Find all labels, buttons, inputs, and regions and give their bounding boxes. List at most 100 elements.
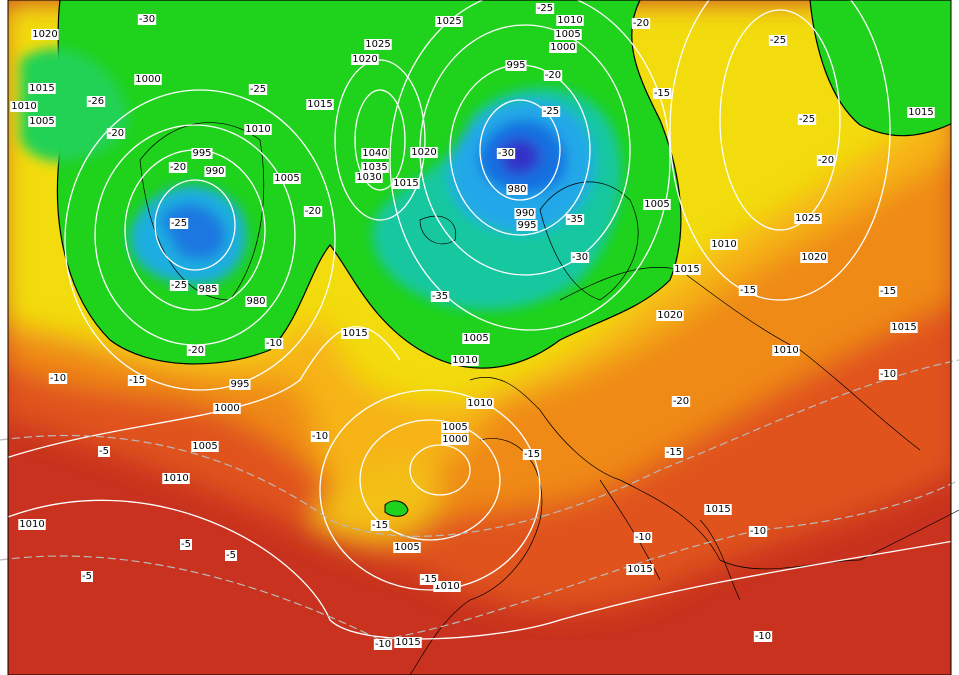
temperature-label: -30 <box>139 14 155 25</box>
temperature-label: -5 <box>226 550 236 561</box>
label-background <box>878 369 898 380</box>
label-background <box>31 29 59 40</box>
labels: 1020101510101005100099599098598010101005… <box>10 3 935 650</box>
label-background <box>570 252 590 263</box>
temperature-label: -25 <box>171 280 187 291</box>
label-background <box>797 114 817 125</box>
temperature-label: -10 <box>266 338 282 349</box>
isobar-label: 1000 <box>442 434 467 445</box>
isobar-label: 1040 <box>362 148 387 159</box>
label-background <box>514 208 536 219</box>
label-background <box>364 39 392 50</box>
temperature-label: -20 <box>305 206 321 217</box>
isobar-label: 1010 <box>163 473 188 484</box>
isobar-label: 1030 <box>356 172 381 183</box>
isobar-label: 1025 <box>436 16 461 27</box>
label-background <box>28 116 56 127</box>
isobar-label: 1010 <box>467 398 492 409</box>
temperature-label: -20 <box>545 70 561 81</box>
label-background <box>738 285 758 296</box>
isobar-label: 995 <box>230 379 249 390</box>
label-background <box>394 637 422 648</box>
label-background <box>535 3 555 14</box>
temperature-label: -10 <box>312 431 328 442</box>
isobar-label: 1015 <box>395 637 420 648</box>
isobar-label: 1010 <box>434 581 459 592</box>
temperature-label: -25 <box>770 35 786 46</box>
isobar-label: 1005 <box>442 422 467 433</box>
isobar-label: 1015 <box>29 83 54 94</box>
label-background <box>373 639 393 650</box>
label-background <box>768 35 788 46</box>
temperature-label: -5 <box>82 571 92 582</box>
isobar-label: 1015 <box>393 178 418 189</box>
label-background <box>462 333 490 344</box>
label-background <box>162 473 190 484</box>
label-background <box>541 106 561 117</box>
temperature-label: -15 <box>654 88 670 99</box>
label-background <box>361 162 389 173</box>
isobar-label: 1015 <box>674 264 699 275</box>
isobar-label: 990 <box>205 166 224 177</box>
label-background <box>248 84 268 95</box>
isobar-label: 1010 <box>19 519 44 530</box>
isobar-label: 1000 <box>214 403 239 414</box>
temperature-label: -15 <box>524 449 540 460</box>
label-background <box>554 29 582 40</box>
temperature-label: -15 <box>421 574 437 585</box>
label-background <box>127 375 147 386</box>
label-background <box>204 166 226 177</box>
label-background <box>451 355 479 366</box>
isobar-label: 1025 <box>795 213 820 224</box>
isobar-label: 1015 <box>627 564 652 575</box>
label-background <box>264 338 284 349</box>
frame <box>7 0 952 675</box>
isobar-label: 1035 <box>362 162 387 173</box>
label-background <box>245 296 267 307</box>
temperature-label: -10 <box>375 639 391 650</box>
label-background <box>441 434 469 445</box>
label-background <box>229 379 251 390</box>
label-background <box>543 70 563 81</box>
label-background <box>106 128 126 139</box>
label-background <box>794 213 822 224</box>
isobar-label: 1020 <box>352 54 377 65</box>
isobar-label: 1010 <box>557 15 582 26</box>
label-background <box>186 345 206 356</box>
label-background <box>303 206 323 217</box>
temperature-label: -20 <box>673 396 689 407</box>
label-background <box>419 574 439 585</box>
isobar-label: 995 <box>506 60 525 71</box>
temperature-label: -10 <box>755 631 771 642</box>
isobar-label: 995 <box>517 220 536 231</box>
label-background <box>890 322 918 333</box>
isobar-label: 1020 <box>32 29 57 40</box>
label-background <box>430 291 450 302</box>
label-background <box>772 345 800 356</box>
isotherms <box>0 359 959 641</box>
isobar-label: 1005 <box>463 333 488 344</box>
label-background <box>244 124 272 135</box>
label-background <box>225 550 237 561</box>
isobar-label: 1005 <box>644 199 669 210</box>
temperature-label: -20 <box>108 128 124 139</box>
isobar-label: 1025 <box>365 39 390 50</box>
label-background <box>565 214 585 225</box>
isobar-label: 1000 <box>135 74 160 85</box>
temperature-label: -15 <box>372 520 388 531</box>
isobar-label: 1020 <box>801 252 826 263</box>
temperature-label: -5 <box>99 446 109 457</box>
label-background <box>433 581 461 592</box>
temperature-label: -5 <box>181 539 191 550</box>
label-background <box>213 403 241 414</box>
temperature-label: -35 <box>567 214 583 225</box>
isobar-label: 1010 <box>245 124 270 135</box>
temperature-label: -10 <box>50 373 66 384</box>
label-background <box>671 396 691 407</box>
label-background <box>496 148 516 159</box>
temperature-label: -25 <box>171 218 187 229</box>
label-background <box>361 148 389 159</box>
temperature-label: -10 <box>880 369 896 380</box>
isobar-label: 1005 <box>192 441 217 452</box>
